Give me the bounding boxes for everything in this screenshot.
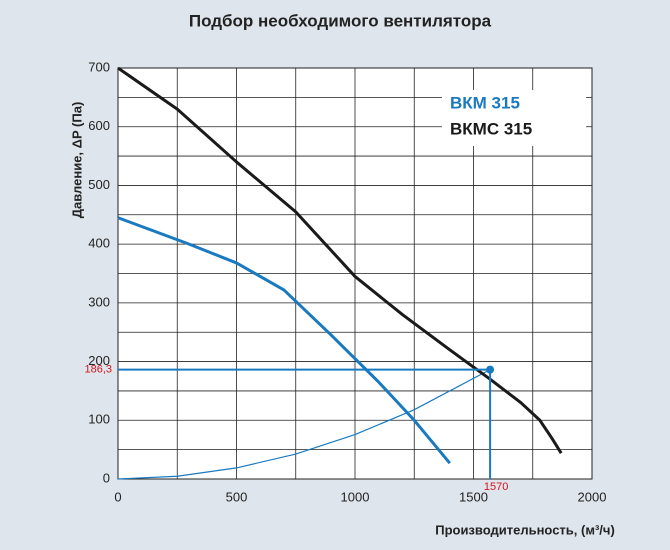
y-tick-label: 300 — [88, 294, 110, 309]
x-tick-label: 1000 — [341, 489, 370, 504]
y-tick-label: 600 — [88, 118, 110, 133]
legend-label: ВКМ 315 — [450, 93, 520, 112]
system-curve — [117, 369, 491, 480]
y-axis-label: Давление, ΔP (Па) — [69, 102, 84, 219]
legend-box — [442, 90, 586, 146]
x-tick-label: 0 — [114, 489, 121, 504]
x-tick-label: 1500 — [459, 489, 488, 504]
operating-point — [486, 365, 495, 374]
x-tick-label: 500 — [226, 489, 248, 504]
y-tick-label: 0 — [103, 470, 110, 485]
series-line — [117, 66, 563, 454]
y-tick-label: 200 — [88, 353, 110, 368]
annotation: 1570 — [484, 481, 508, 493]
y-tick-label: 500 — [88, 177, 110, 192]
legend-label: ВКМС 315 — [450, 119, 532, 138]
series-line — [117, 216, 451, 465]
y-tick-label: 100 — [88, 412, 110, 427]
y-tick-label: 700 — [88, 59, 110, 74]
annotation: 186,3 — [84, 364, 112, 376]
x-tick-label: 2000 — [578, 489, 607, 504]
y-tick-label: 400 — [88, 236, 110, 251]
chart-title: Подбор необходимого вентилятора — [189, 11, 492, 30]
x-axis-label: Производительность, (м³/ч) — [435, 522, 615, 537]
